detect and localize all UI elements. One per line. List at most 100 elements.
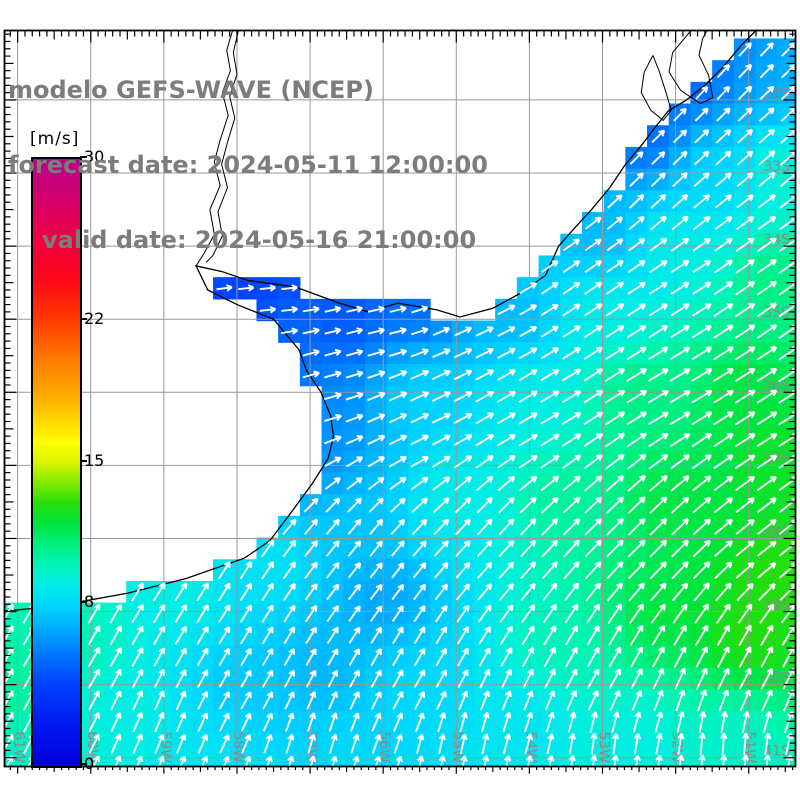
wind-arrow-icon — [519, 496, 537, 514]
wind-arrow-icon — [648, 346, 669, 361]
wind-arrow-icon — [410, 434, 430, 446]
wind-arrow-icon — [543, 625, 557, 646]
wind-arrow-icon — [518, 347, 538, 360]
wind-arrow-icon — [431, 412, 451, 424]
wind-arrow-icon — [761, 689, 773, 712]
wind-arrow-icon — [416, 733, 425, 754]
wind-arrow-icon — [583, 303, 603, 317]
wind-cell — [777, 342, 796, 365]
wind-arrow-icon — [240, 626, 252, 645]
wind-arrow-icon — [736, 172, 754, 188]
wind-arrow-icon — [413, 647, 426, 667]
wind-arrow-icon — [541, 561, 558, 580]
wind-arrow-icon — [263, 733, 273, 754]
wind-arrow-icon — [239, 561, 253, 580]
wind-arrow-icon — [389, 327, 407, 335]
wind-arrow-icon — [670, 303, 690, 317]
wind-arrow-icon — [695, 646, 708, 668]
wind-arrow-icon — [672, 150, 688, 166]
wind-arrow-icon — [693, 194, 711, 209]
wind-arrow-icon — [496, 369, 516, 381]
wind-arrow-icon — [413, 669, 426, 688]
wind-arrow-icon — [584, 496, 603, 514]
wind-arrow-icon — [653, 689, 664, 712]
wind-arrow-icon — [627, 539, 646, 558]
wind-arrow-icon — [326, 605, 340, 623]
wind-arrow-icon — [346, 476, 363, 491]
wind-arrow-icon — [650, 603, 666, 624]
wind-arrow-icon — [713, 259, 733, 274]
latitude-label: 41S — [763, 744, 790, 760]
wind-arrow-icon — [453, 455, 473, 469]
wind-arrow-icon — [737, 85, 753, 101]
wind-arrow-icon — [669, 368, 691, 382]
wind-arrow-icon — [759, 42, 774, 57]
wind-cell — [451, 754, 475, 767]
wind-arrow-icon — [239, 604, 253, 623]
wind-arrow-icon — [692, 215, 711, 231]
colorbar-tick-label: 8 — [84, 592, 95, 612]
wind-arrow-icon — [756, 280, 777, 296]
wind-arrow-icon — [520, 561, 537, 580]
wind-arrow-icon — [756, 302, 777, 318]
wind-arrow-icon — [735, 497, 755, 514]
wind-arrow-icon — [131, 625, 144, 646]
wind-arrow-icon — [497, 347, 516, 359]
colorbar-tick — [80, 459, 87, 462]
wind-arrow-icon — [651, 624, 666, 646]
wind-arrow-icon — [606, 216, 624, 230]
wind-arrow-icon — [650, 193, 667, 209]
wind-arrow-icon — [567, 711, 577, 733]
wind-arrow-icon — [388, 348, 408, 357]
coast-layer — [4, 30, 757, 612]
wind-cell — [777, 363, 796, 387]
wind-arrow-icon — [282, 561, 297, 580]
wind-arrow-icon — [763, 732, 772, 755]
wind-arrow-icon — [583, 325, 603, 339]
wind-arrow-icon — [454, 326, 473, 337]
wind-arrow-icon — [475, 412, 495, 425]
wind-arrow-icon — [759, 85, 775, 101]
wind-arrow-icon — [540, 433, 560, 447]
wind-arrow-icon — [756, 389, 778, 404]
wind-arrow-icon — [541, 281, 559, 295]
wind-arrow-icon — [713, 497, 734, 514]
wind-arrow-icon — [713, 281, 734, 296]
wind-arrow-icon — [410, 348, 429, 358]
wind-arrow-icon — [437, 712, 447, 733]
wind-arrow-icon — [735, 216, 755, 231]
wind-arrow-icon — [499, 604, 514, 623]
wind-arrow-icon — [306, 691, 317, 710]
latitude-label: 35S — [763, 305, 790, 321]
wind-arrow-icon — [756, 324, 778, 339]
wind-arrow-icon — [259, 305, 277, 314]
wind-arrow-icon — [713, 411, 734, 426]
wind-arrow-icon — [758, 172, 776, 188]
wind-arrow-icon — [670, 475, 690, 492]
wind-arrow-icon — [692, 281, 712, 295]
wind-arrow-icon — [713, 324, 734, 339]
wind-arrow-icon — [434, 561, 449, 579]
wind-arrow-icon — [647, 390, 669, 404]
wind-arrow-icon — [457, 647, 469, 667]
wind-arrow-icon — [305, 669, 317, 688]
wind-arrow-icon — [110, 690, 122, 711]
wind-arrow-icon — [741, 732, 750, 755]
wind-arrow-icon — [670, 259, 690, 274]
wind-arrow-icon — [432, 476, 451, 491]
wind-cell — [299, 754, 323, 767]
wind-arrow-icon — [654, 711, 664, 733]
wind-arrow-icon — [673, 624, 687, 646]
wind-arrow-icon — [694, 129, 710, 144]
wind-arrow-icon — [605, 346, 625, 360]
wind-arrow-icon — [540, 347, 560, 360]
wind-arrow-icon — [370, 669, 382, 688]
wind-arrow-icon — [302, 370, 320, 379]
wind-arrow-icon — [756, 259, 777, 274]
wind-arrow-icon — [760, 667, 774, 690]
wind-arrow-icon — [737, 128, 754, 144]
wind-arrow-icon — [388, 413, 408, 424]
wind-arrow-icon — [349, 691, 360, 710]
wind-cell — [321, 754, 344, 767]
wind-arrow-icon — [757, 194, 776, 209]
